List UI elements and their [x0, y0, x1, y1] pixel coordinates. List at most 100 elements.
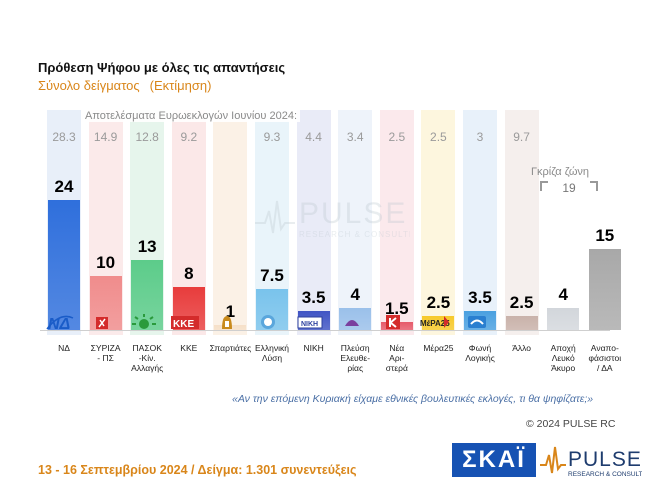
svg-text:ΝΙΚΗ: ΝΙΚΗ: [301, 321, 318, 328]
euro-column-band: [213, 110, 248, 335]
euro-result-label: 3.4: [346, 130, 364, 144]
svg-text:ΚΚΕ: ΚΚΕ: [173, 319, 194, 330]
elliniki-lysi-logo-icon: [261, 315, 275, 329]
grey-zone-bracket: [540, 181, 598, 191]
plefsi-logo-icon: [345, 320, 359, 326]
category-label-line: Ελληνική: [254, 343, 289, 353]
bar-value-label: 4: [350, 285, 360, 305]
bar: [588, 248, 621, 330]
watermark-tagline: RESEARCH & CONSULTING: [299, 230, 410, 239]
category-label-line: στερά: [385, 363, 408, 373]
category-label: Ελληνική Λύση: [246, 343, 298, 363]
category-label-line: Σπαρτιάτες: [209, 343, 252, 353]
chart-subtitle: Σύνολο δείγματος (Εκτίμηση): [38, 78, 221, 93]
category-label-line: Φωνή: [468, 343, 492, 353]
bar-value-label: 1: [225, 301, 236, 321]
category-label-line: Πλεύση: [340, 343, 370, 353]
category-label: Σπαρτιάτες: [204, 343, 256, 353]
kke-logo-icon: ΚΚΕ: [171, 316, 199, 330]
category-label-line: - ΠΣ: [97, 353, 114, 363]
category-label: ΣΥΡΙΖΑ - ΠΣ: [80, 343, 132, 363]
category-label-line: Αρι-: [389, 353, 405, 363]
category-label: Άλλο: [496, 343, 548, 353]
pasok-logo-icon: [132, 314, 156, 329]
euro-result-label: 3: [476, 130, 484, 144]
survey-question: «Αν την επόμενη Κυριακή είχαμε εθνικές β…: [232, 393, 594, 405]
spartiates-logo-icon: [222, 316, 232, 329]
copyright-text: © 2024 PULSE RC: [526, 418, 616, 430]
category-label: ΝΙΚΗ: [288, 343, 340, 353]
bar-value-label: 13: [137, 236, 157, 256]
bar-value-label: 3.5: [468, 288, 492, 308]
bar: [547, 308, 580, 330]
pulse-watermark: PULSE RESEARCH & CONSULTING: [255, 197, 410, 239]
euro-result-label: 9.3: [263, 130, 281, 144]
bar-value-label: 7.5: [260, 266, 284, 286]
category-label-line: Αναπο-: [590, 343, 619, 353]
euro-column-band: [296, 110, 331, 335]
bar-value-label: 1.5: [384, 298, 409, 318]
euro-column-band: [338, 110, 373, 335]
category-label: Μέρα25: [412, 343, 464, 353]
category-label-line: -Κίν.: [138, 353, 156, 363]
euro-result-label: 2.5: [430, 130, 447, 144]
category-label: ΠΑΣΟΚ -Κίν. Αλλαγής: [121, 343, 173, 373]
bar-value-label: 3.5: [301, 288, 326, 308]
bar: [505, 316, 538, 330]
bar-value-label: 4: [558, 285, 568, 305]
euro-result-label: 28.3: [52, 130, 76, 144]
grey-zone-value: 19: [562, 181, 576, 195]
chart-baseline: [40, 330, 610, 331]
euro-column-band: [421, 110, 456, 335]
category-label-line: ΝΙΚΗ: [303, 343, 324, 353]
category-label-line: Μέρα25: [423, 343, 454, 353]
category-label: ΝΔ: [38, 343, 90, 353]
subtitle-estimate: (Εκτίμηση): [149, 78, 212, 93]
grey-zone-label: Γκρίζα ζώνη: [530, 166, 590, 178]
syriza-logo-icon: [96, 317, 108, 329]
category-label: Νέα Αρι-στερά: [371, 343, 423, 373]
bar-value-label: 2.5: [509, 293, 534, 313]
subtitle-sample: Σύνολο δείγματος: [38, 78, 140, 93]
fieldwork-dates-sample: 13 - 16 Σεπτεμβρίου 2024 / Δείγμα: 1.301…: [38, 463, 357, 477]
category-label: ΚΚΕ: [163, 343, 215, 353]
category-label-line: / ΔΑ: [596, 363, 613, 373]
euro-result-label: 9.7: [513, 130, 530, 144]
category-label-line: Άλλο: [512, 343, 531, 353]
category-label-line: Λύση: [261, 353, 283, 363]
category-label: Πλεύση Ελευθε-ρίας: [329, 343, 381, 373]
category-label-line: ρίας: [347, 363, 364, 373]
svg-text:ΝΔ: ΝΔ: [48, 316, 71, 330]
euro-column-band: [504, 110, 539, 335]
category-label: Αποχή Λευκό Άκυρο: [537, 343, 589, 373]
skai-logo: ΣΚΑΪ: [452, 443, 536, 477]
category-label-line: ΠΑΣΟΚ: [132, 343, 162, 353]
category-label: Αναπο-φάσιστοι / ΔΑ: [579, 343, 631, 373]
bar-value-label: 10: [96, 252, 116, 272]
foni-logikis-logo-icon: [468, 316, 486, 328]
nea-aristera-logo-icon: [386, 315, 400, 329]
euro-result-label: 14.9: [93, 130, 118, 144]
category-label-line: Νέα: [389, 343, 405, 353]
category-label-line: φάσιστοι: [588, 353, 622, 363]
category-label-line: Αλλαγής: [131, 363, 164, 373]
nd-logo-icon: ΝΔ: [46, 315, 74, 330]
euro-result-label: 12.8: [135, 130, 159, 144]
category-label-line: Άκυρο: [551, 363, 576, 373]
euro-result-label: 9.2: [180, 130, 198, 144]
pulse-logo-text: PULSE: [568, 448, 642, 471]
category-label-line: Αποχή: [550, 343, 576, 353]
bar: [48, 199, 80, 330]
euro-column-band: [463, 110, 497, 335]
niki-logo-icon: ΝΙΚΗ: [297, 316, 323, 329]
category-label-line: ΚΚΕ: [180, 343, 198, 353]
euro-column-band: [379, 110, 414, 335]
category-label-line: ΣΥΡΙΖΑ: [90, 343, 121, 353]
chart-title: Πρόθεση Ψήφου με όλες τις απαντήσεις: [38, 60, 286, 75]
category-label-line: ΝΔ: [58, 343, 70, 353]
category-label-line: Ελευθε-: [340, 353, 371, 363]
bar-value-label: 15: [595, 225, 615, 245]
euro-result-label: 4.4: [305, 130, 322, 144]
pulse-logo-tagline: RESEARCH & CONSULTING: [568, 471, 642, 478]
category-label-line: Λογικής: [465, 353, 495, 363]
